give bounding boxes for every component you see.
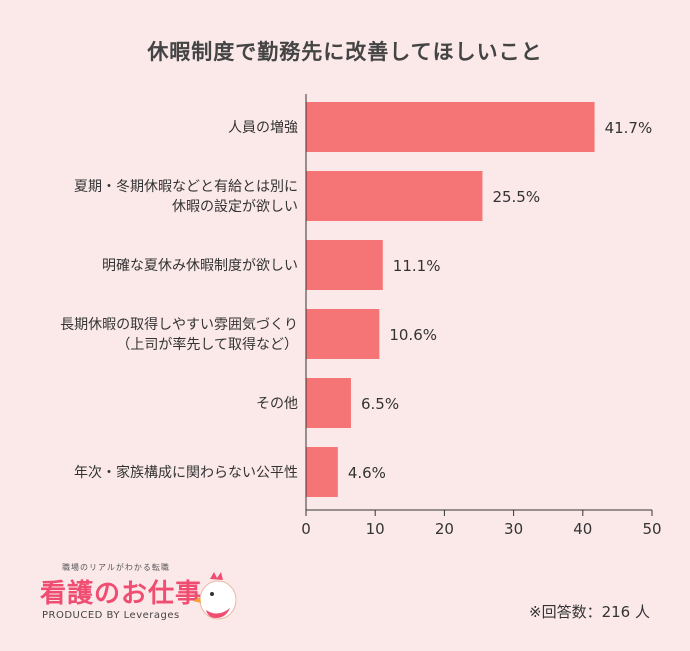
category-label-line: 明確な夏休み休暇制度が欲しい bbox=[102, 258, 298, 274]
category-label: 明確な夏休み休暇制度が欲しい bbox=[102, 258, 298, 274]
chart-title: 休暇制度で勤務先に改善してほしいこと bbox=[147, 40, 543, 64]
data-label: 4.6% bbox=[348, 464, 386, 482]
bar bbox=[306, 309, 380, 359]
bar bbox=[306, 240, 383, 290]
category-label-line: 人員の増強 bbox=[228, 120, 298, 136]
category-label: 夏期・冬期休暇などと有給とは別に休暇の設定が欲しい bbox=[74, 179, 298, 215]
category-label: その他 bbox=[256, 396, 298, 412]
category-label: 人員の増強 bbox=[228, 120, 298, 136]
category-label: 年次・家族構成に関わらない公平性 bbox=[74, 464, 298, 481]
logo-produced-by: PRODUCED BY Leverages bbox=[42, 610, 180, 621]
data-label: 10.6% bbox=[389, 326, 437, 344]
category-label: 長期休暇の取得しやすい雰囲気づくり （上司が率先して取得など） bbox=[60, 316, 298, 353]
data-label: 41.7% bbox=[605, 119, 653, 137]
x-tick-label: 50 bbox=[642, 520, 661, 538]
bar bbox=[306, 447, 338, 497]
bar bbox=[306, 378, 351, 428]
logo-name: 看護のお仕事 bbox=[40, 579, 203, 609]
data-label: 6.5% bbox=[361, 395, 399, 413]
brand-logo: 職場のリアルがわかる転職 看護のお仕事 PRODUCED BY Leverage… bbox=[40, 562, 240, 632]
bar bbox=[306, 171, 483, 221]
category-label-line: 夏期・冬期休暇などと有給とは別に bbox=[74, 179, 298, 195]
category-label-line: 長期休暇の取得しやすい雰囲気づくり bbox=[60, 316, 298, 333]
x-tick-label: 30 bbox=[504, 520, 523, 538]
chick-mascot-icon bbox=[193, 572, 237, 620]
data-label: 11.1% bbox=[393, 257, 441, 275]
bar bbox=[306, 102, 595, 152]
bar-chart: 41.7% 人員の増強 25.5% 夏期・冬期休暇などと有給とは別に休暇の設定が欲しい… bbox=[60, 94, 662, 538]
category-label-line: 休暇の設定が欲しい bbox=[172, 199, 298, 215]
x-tick-label: 10 bbox=[366, 520, 385, 538]
x-tick-label: 20 bbox=[435, 520, 454, 538]
x-tick-label: 0 bbox=[301, 520, 311, 538]
category-label-line: その他 bbox=[256, 396, 298, 412]
x-tick-label: 40 bbox=[573, 520, 592, 538]
category-label-line: （上司が率先して取得など） bbox=[116, 336, 298, 353]
data-label: 25.5% bbox=[492, 188, 540, 206]
category-label-line: 年次・家族構成に関わらない公平性 bbox=[74, 464, 298, 481]
logo-tagline: 職場のリアルがわかる転職 bbox=[62, 563, 170, 572]
respondent-count: ※回答数：216 人 bbox=[529, 603, 650, 621]
